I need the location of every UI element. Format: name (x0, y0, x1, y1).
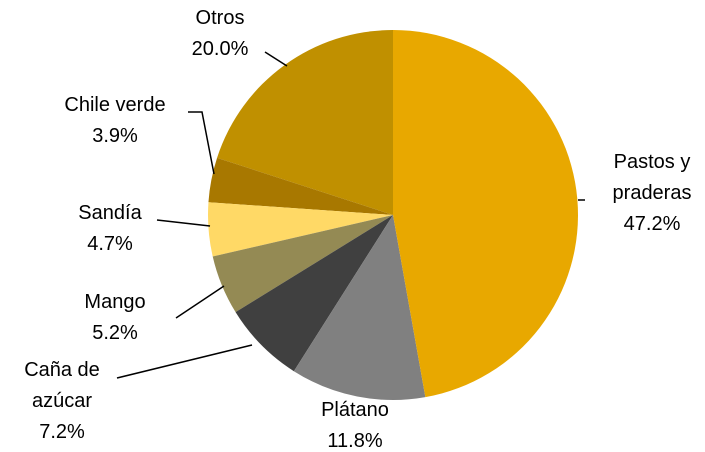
category-name: Sandía (78, 202, 142, 224)
category-name: Mango (84, 291, 146, 313)
value-label: 4.7% (87, 233, 133, 255)
pie-slice (212, 215, 393, 313)
slice-label: Otros 20.0% (192, 3, 249, 65)
leader-line (188, 111, 215, 175)
value-label: 5.2% (92, 322, 138, 344)
category-name: Caña de azúcar (24, 359, 100, 412)
value-label: 20.0% (191, 38, 249, 60)
category-name: Plátano (321, 399, 389, 421)
leader-line (175, 285, 225, 319)
leader-line (264, 51, 288, 67)
pie-slice (208, 157, 393, 215)
leader-lines (116, 51, 585, 379)
slice-label: Plátano 11.8% (321, 395, 389, 452)
value-label: 7.2% (39, 421, 85, 443)
leader-line (116, 344, 253, 379)
leader-line (156, 219, 211, 227)
pie-slice (217, 30, 393, 215)
slice-label: Pastos y praderas 47.2% (613, 147, 692, 240)
category-name: Chile verde (64, 94, 166, 116)
category-name: Otros (195, 7, 245, 29)
category-name: Pastos y praderas (612, 151, 692, 204)
slice-label: Chile verde 3.9% (64, 90, 165, 152)
pie-slice (207, 202, 393, 257)
pie-slice (393, 30, 578, 398)
value-label: 3.9% (92, 125, 138, 147)
slice-label: Caña de azúcar 7.2% (24, 355, 100, 448)
value-label: 11.8% (327, 430, 383, 452)
pie-slice (235, 215, 393, 372)
value-label: 47.2% (623, 213, 681, 235)
slice-label: Sandía 4.7% (78, 198, 141, 260)
slice-label: Mango 5.2% (84, 287, 145, 349)
pie-slice (293, 215, 426, 401)
